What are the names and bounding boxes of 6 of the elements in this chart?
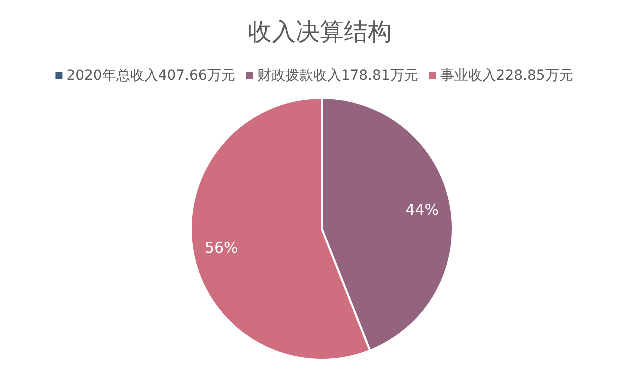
- data-label: 44%: [406, 200, 440, 219]
- legend-label: 事业收入228.85万元: [440, 68, 574, 84]
- chart-title: 收入决算结构: [248, 18, 392, 46]
- legend-label: 2020年总收入407.66万元: [66, 68, 236, 84]
- data-label: 56%: [204, 239, 238, 258]
- legend-label: 财政拨款收入178.81万元: [257, 68, 418, 84]
